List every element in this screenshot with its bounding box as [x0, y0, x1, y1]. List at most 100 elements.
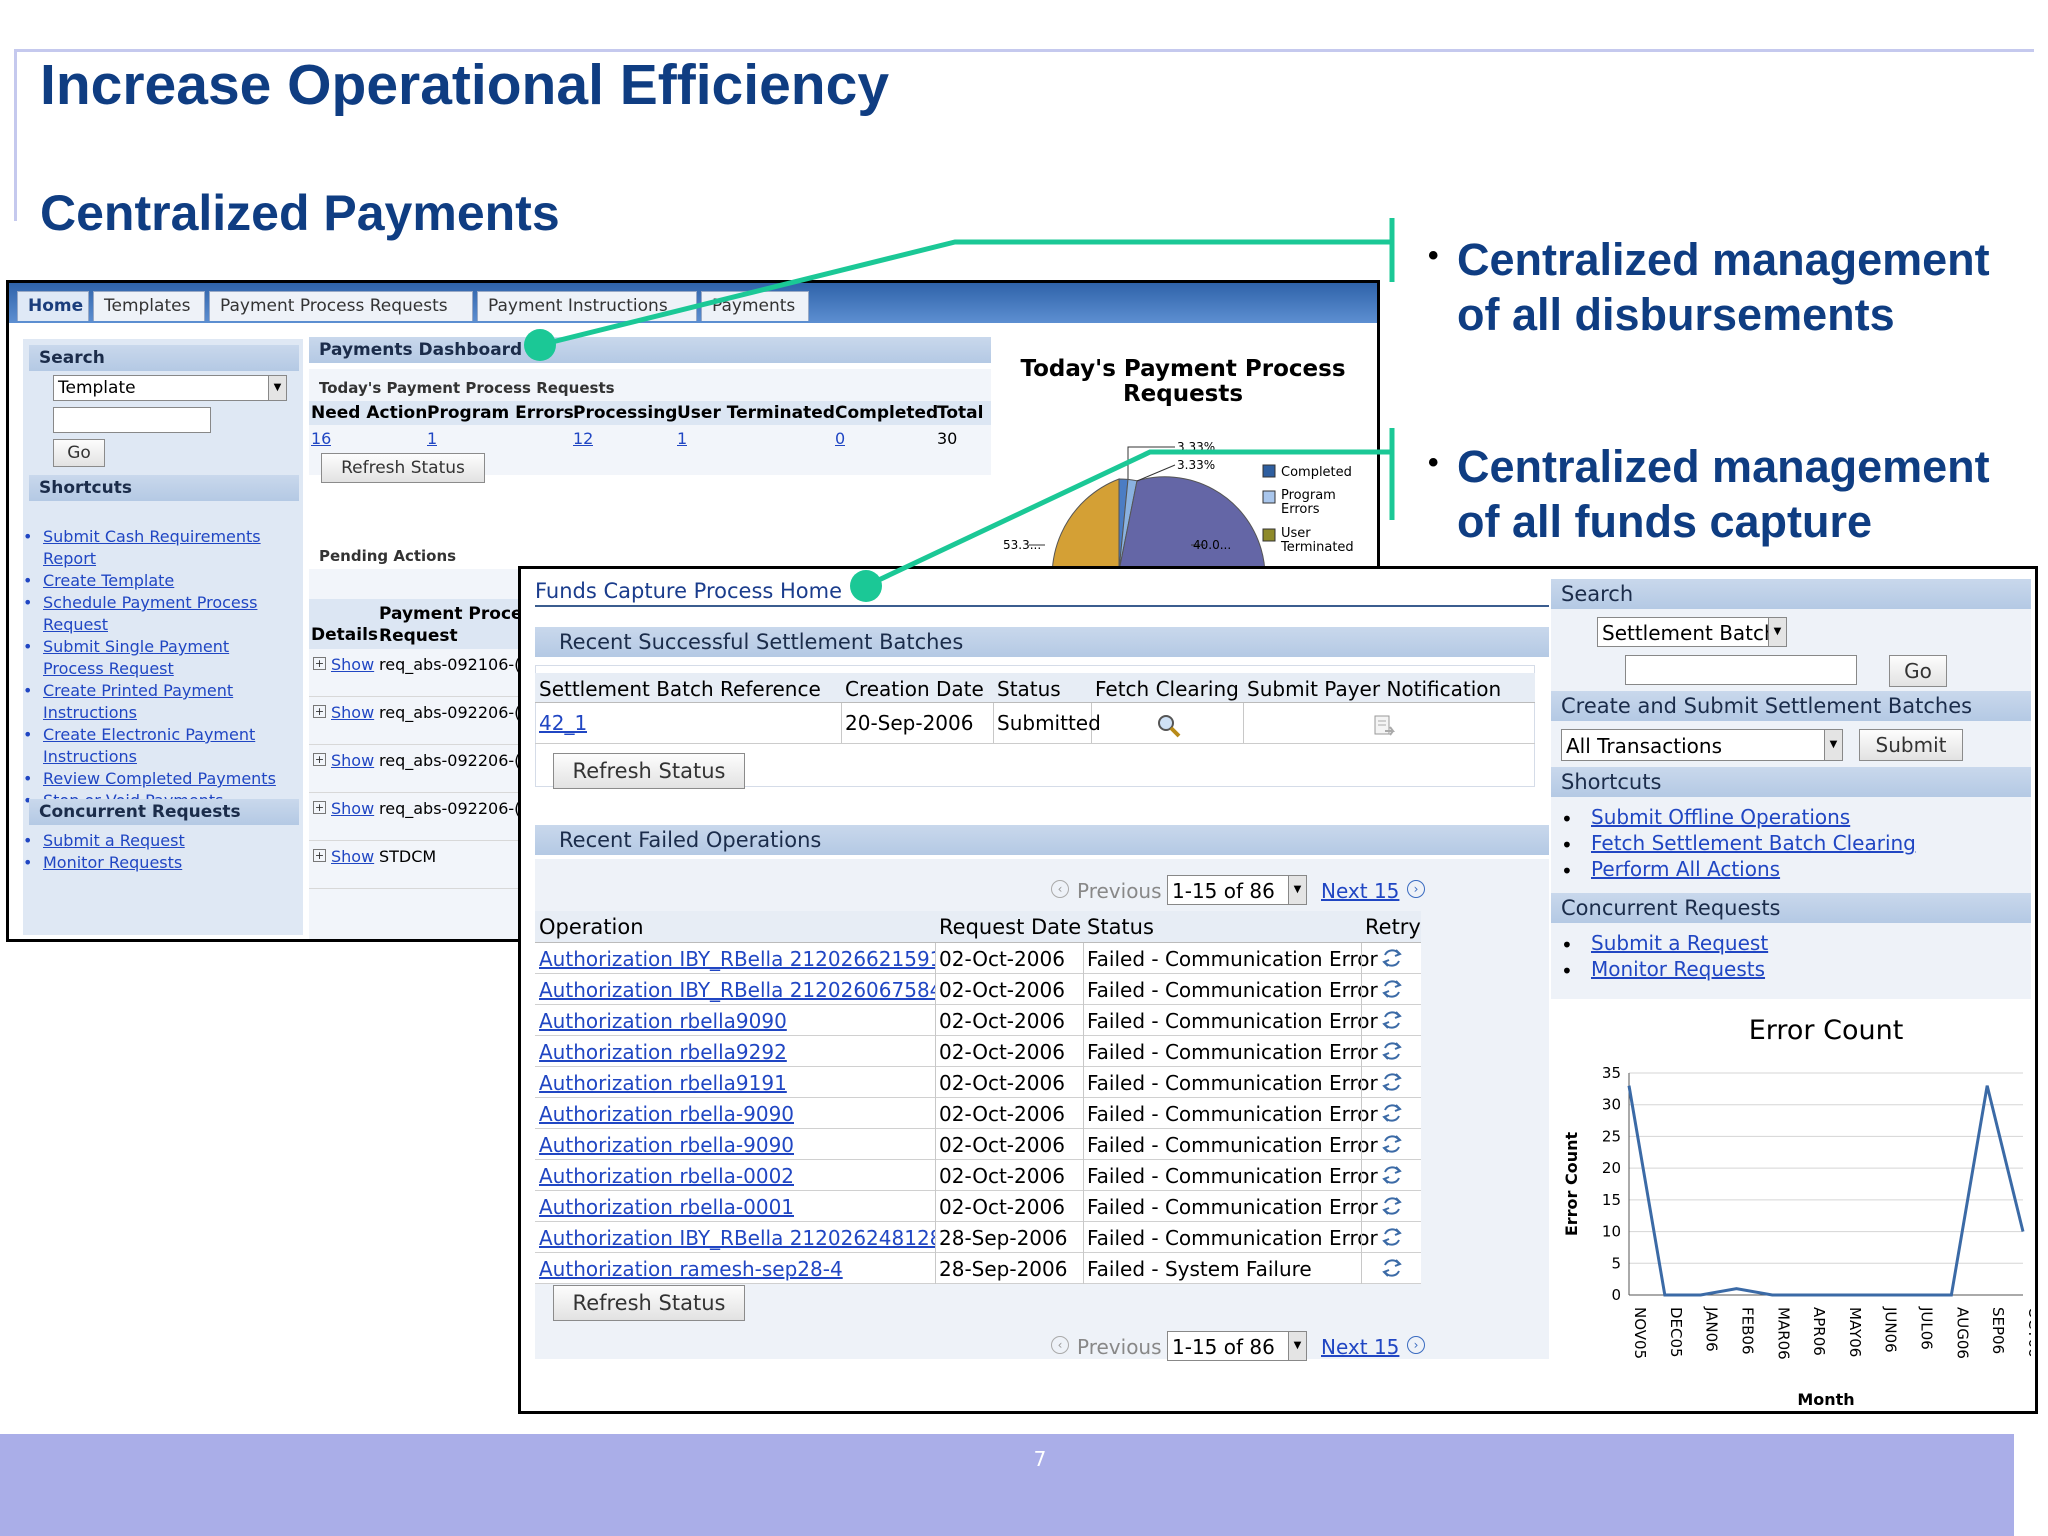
operation-link[interactable]: Authorization IBY_RBella 212026067584_0	[539, 978, 935, 1002]
show-link[interactable]: Show	[331, 799, 375, 818]
operation-link[interactable]: Authorization rbella-9090	[539, 1133, 795, 1157]
show-link[interactable]: Show	[331, 751, 375, 770]
fetch-clearing-icon[interactable]	[1155, 713, 1183, 739]
shortcut-link[interactable]: Create Printed Payment	[43, 681, 234, 700]
expand-icon[interactable]: +	[313, 657, 326, 670]
retry-icon[interactable]	[1380, 1256, 1404, 1280]
operation-link[interactable]: Authorization rbella9292	[539, 1040, 787, 1064]
expand-icon[interactable]: +	[313, 705, 326, 718]
operation-status: Failed - System Failure	[1087, 1257, 1312, 1281]
shortcut-link[interactable]: Report	[43, 549, 97, 568]
show-link[interactable]: Show	[331, 847, 375, 866]
operation-link[interactable]: Authorization IBY_RBella 212026248128_0	[539, 1226, 935, 1250]
failed-refresh-status-button[interactable]: Refresh Status	[553, 1285, 745, 1321]
table-row: Authorization rbella-9090 02-Oct-2006 Fail…	[535, 1129, 1421, 1160]
previous-icon[interactable]: ‹	[1051, 880, 1069, 898]
retry-icon[interactable]	[1380, 1194, 1404, 1218]
operation-link[interactable]: Authorization IBY_RBella 212026621591_0	[539, 947, 935, 971]
shortcut-link[interactable]: Submit Cash Requirements	[43, 527, 261, 546]
show-link[interactable]: Show	[331, 655, 375, 674]
retry-icon[interactable]	[1380, 1101, 1404, 1125]
next-link[interactable]: Next 15	[1321, 879, 1400, 903]
error-count-series-line	[1627, 1085, 2025, 1297]
retry-icon[interactable]	[1380, 1225, 1404, 1249]
previous-icon[interactable]: ‹	[1051, 1336, 1069, 1354]
shortcut-link[interactable]: Review Completed Payments	[43, 769, 276, 788]
retry-icon[interactable]	[1380, 946, 1404, 970]
previous-link[interactable]: Previous	[1077, 1335, 1162, 1359]
user-terminated-count[interactable]: 1	[677, 429, 688, 448]
next-link[interactable]: Next 15	[1321, 1335, 1400, 1359]
chevron-down-icon[interactable]: ▼	[1288, 876, 1306, 904]
expand-icon[interactable]: +	[313, 849, 326, 862]
previous-link[interactable]: Previous	[1077, 879, 1162, 903]
next-icon[interactable]: ›	[1407, 880, 1425, 898]
search-input[interactable]	[53, 407, 211, 433]
batches-refresh-status-button[interactable]: Refresh Status	[553, 753, 745, 789]
transactions-select[interactable]: All Transactions ▼	[1561, 729, 1843, 761]
operation-link[interactable]: Authorization rbella-0002	[539, 1164, 795, 1188]
retry-icon[interactable]	[1380, 1070, 1404, 1094]
tab-payments[interactable]: Payments	[701, 291, 809, 321]
submit-request-link[interactable]: Submit a Request	[43, 831, 185, 850]
retry-icon[interactable]	[1380, 977, 1404, 1001]
retry-icon[interactable]	[1380, 1008, 1404, 1032]
program-errors-count[interactable]: 1	[427, 429, 438, 448]
request-date: 02-Oct-2006	[939, 1195, 1065, 1219]
operation-link[interactable]: Authorization rbella-9090	[539, 1102, 795, 1126]
side-shortcut-link[interactable]: Perform All Actions	[1591, 857, 1781, 881]
pager-range-select[interactable]: 1-15 of 86 ▼	[1167, 875, 1307, 905]
submit-notification-icon[interactable]	[1371, 713, 1397, 739]
processing-count[interactable]: 12	[573, 429, 594, 448]
need-action-count[interactable]: 16	[311, 429, 332, 448]
tab-home[interactable]: Home	[17, 291, 89, 321]
shortcut-link[interactable]: Create Template	[43, 571, 175, 590]
request-name: req_abs-092206-(	[379, 703, 521, 722]
side-search-input[interactable]	[1625, 655, 1857, 685]
operation-link[interactable]: Authorization rbella9090	[539, 1009, 787, 1033]
expand-icon[interactable]: +	[313, 801, 326, 814]
pager-range-select[interactable]: 1-15 of 86 ▼	[1167, 1331, 1307, 1361]
completed-count[interactable]: 0	[835, 429, 846, 448]
search-type-select[interactable]: Template ▼	[53, 375, 287, 401]
shortcut-link[interactable]: Submit Single Payment	[43, 637, 230, 656]
x-tick-label: OCT06	[2025, 1307, 2031, 1358]
chevron-down-icon[interactable]: ▼	[268, 376, 286, 400]
tab-payment-process-requests[interactable]: Payment Process Requests	[209, 291, 473, 321]
show-link[interactable]: Show	[331, 703, 375, 722]
error-count-chart: Error Count Month Error Count 0 5 10 15 20 25 30 3…	[1562, 1015, 2031, 1409]
operation-link[interactable]: Authorization ramesh-sep28-4	[539, 1257, 843, 1281]
chevron-down-icon[interactable]: ▼	[1768, 618, 1786, 646]
side-shortcut-link[interactable]: Submit Offline Operations	[1591, 805, 1851, 829]
shortcut-link[interactable]: Process Request	[43, 659, 174, 678]
tab-templates[interactable]: Templates	[93, 291, 205, 321]
side-concurrent-link[interactable]: Submit a Request	[1591, 931, 1769, 955]
submit-button[interactable]: Submit	[1859, 729, 1963, 761]
operation-link[interactable]: Authorization rbella-0001	[539, 1195, 795, 1219]
settlement-batch-select[interactable]: Settlement Batch ▼	[1597, 617, 1787, 647]
retry-icon[interactable]	[1380, 1132, 1404, 1156]
operation-link[interactable]: Authorization rbella9191	[539, 1071, 787, 1095]
shortcut-link[interactable]: Create Electronic Payment	[43, 725, 256, 744]
create-batches-header: Create and Submit Settlement Batches	[1551, 691, 2031, 721]
refresh-status-button[interactable]: Refresh Status	[321, 453, 485, 483]
side-shortcut-link[interactable]: Fetch Settlement Batch Clearing	[1591, 831, 1916, 855]
expand-icon[interactable]: +	[313, 753, 326, 766]
tab-payment-instructions[interactable]: Payment Instructions	[477, 291, 697, 321]
batch-reference-link[interactable]: 42_1	[539, 711, 588, 735]
side-go-button[interactable]: Go	[1889, 655, 1947, 687]
go-button[interactable]: Go	[53, 439, 105, 467]
next-icon[interactable]: ›	[1407, 1336, 1425, 1354]
shortcut-link[interactable]: Schedule Payment Process	[43, 593, 258, 612]
monitor-requests-link[interactable]: Monitor Requests	[43, 853, 183, 872]
retry-icon[interactable]	[1380, 1039, 1404, 1063]
shortcut-link[interactable]: Instructions	[43, 703, 137, 722]
retry-icon[interactable]	[1380, 1163, 1404, 1187]
shortcut-link[interactable]: Instructions	[43, 747, 137, 766]
side-concurrent-link[interactable]: Monitor Requests	[1591, 957, 1766, 981]
y-tick-label: 0	[1611, 1286, 1621, 1304]
chevron-down-icon[interactable]: ▼	[1288, 1332, 1306, 1360]
shortcut-link[interactable]: Request	[43, 615, 108, 634]
chevron-down-icon[interactable]: ▼	[1824, 730, 1842, 760]
table-row: Authorization rbella9090 02-Oct-2006 Faile…	[535, 1005, 1421, 1036]
